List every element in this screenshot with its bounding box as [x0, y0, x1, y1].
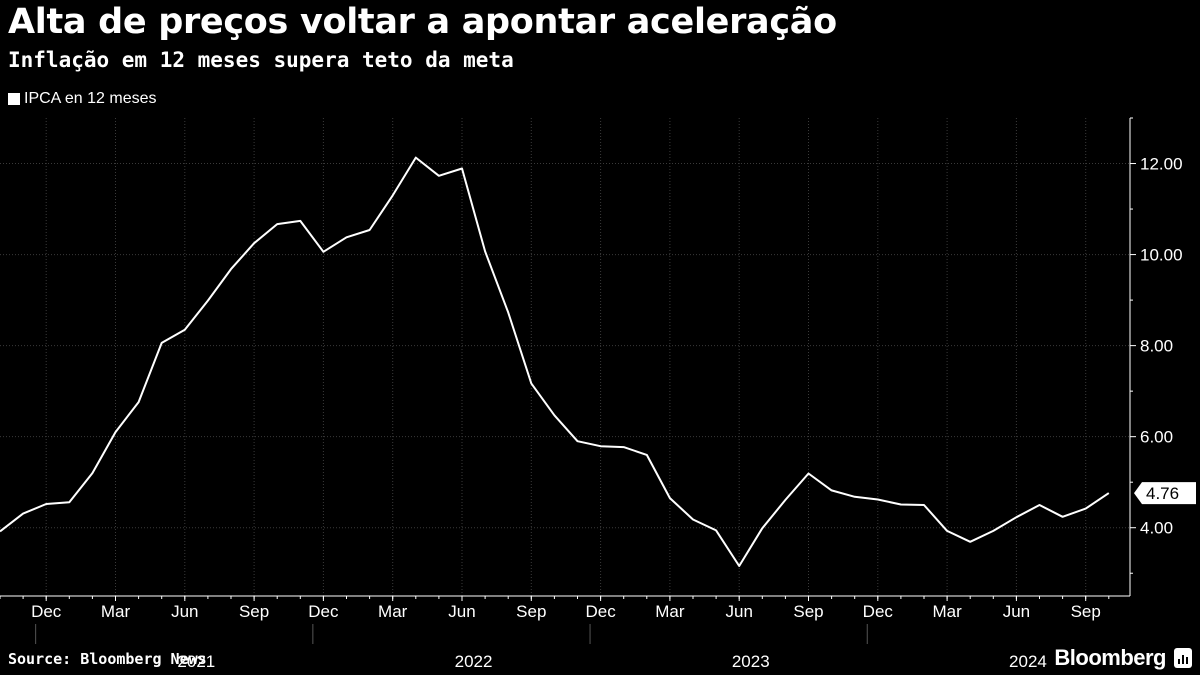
x-tick-label: Jun — [1003, 602, 1030, 621]
bloomberg-logo: Bloomberg — [1054, 645, 1166, 670]
legend-swatch — [8, 93, 20, 105]
x-tick-label: Sep — [1071, 602, 1101, 621]
chart-title: Alta de preços voltar a apontar aceleraç… — [8, 2, 837, 42]
y-tick-label: 8.00 — [1140, 337, 1173, 356]
x-tick-label: Dec — [31, 602, 62, 621]
x-tick-label: Jun — [725, 602, 752, 621]
x-year-label: 2021 — [177, 652, 215, 671]
source-note: Source: Bloomberg News — [8, 650, 207, 668]
y-tick-label: 10.00 — [1140, 246, 1183, 265]
x-tick-label: Mar — [378, 602, 408, 621]
x-tick-label: Mar — [655, 602, 685, 621]
y-tick-label: 4.00 — [1140, 519, 1173, 538]
x-tick-label: Dec — [308, 602, 339, 621]
x-year-label: 2024 — [1009, 652, 1047, 671]
legend-label: IPCA en 12 meses — [24, 90, 157, 107]
legend: IPCA en 12 meses — [8, 90, 157, 108]
y-tick-label: 12.00 — [1140, 155, 1183, 174]
bloomberg-chart-icon — [1174, 648, 1192, 668]
x-tick-label: Mar — [932, 602, 962, 621]
x-tick-label: Jun — [448, 602, 475, 621]
x-tick-label: Mar — [101, 602, 131, 621]
x-tick-label: Jun — [171, 602, 198, 621]
last-value-label: 4.76 — [1146, 484, 1179, 503]
ipca-series-line — [0, 156, 1110, 567]
y-tick-label: 6.00 — [1140, 428, 1173, 447]
chart-subtitle: Inflação em 12 meses supera teto da meta — [8, 48, 514, 72]
x-year-label: 2023 — [732, 652, 770, 671]
x-tick-label: Dec — [585, 602, 616, 621]
x-tick-label: Dec — [863, 602, 894, 621]
x-tick-label: Sep — [516, 602, 546, 621]
x-tick-label: Sep — [239, 602, 269, 621]
x-tick-label: Sep — [793, 602, 823, 621]
last-value-badge — [1134, 482, 1196, 505]
x-year-label: 2022 — [455, 652, 493, 671]
